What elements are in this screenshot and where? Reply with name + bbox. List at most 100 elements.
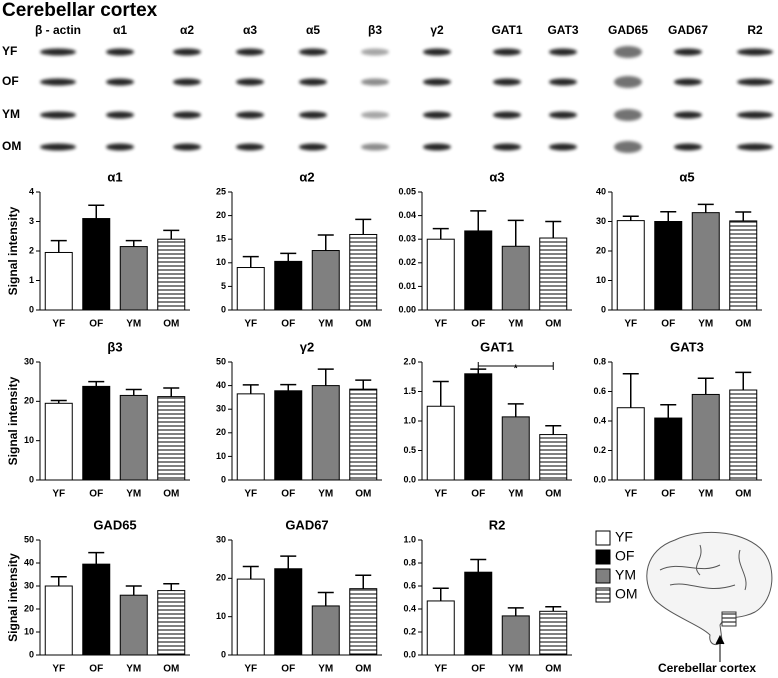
- bar: [426, 405, 455, 481]
- y-tick-label: 0.8: [403, 557, 416, 567]
- legend-swatch: [595, 530, 611, 546]
- y-tick-label: 40: [596, 186, 606, 196]
- blot-band: [737, 111, 773, 119]
- blot-column-label: GAT3: [547, 23, 578, 37]
- bar: [82, 385, 111, 481]
- blot-band: [40, 111, 76, 119]
- x-tick-label: OM: [545, 319, 561, 330]
- x-tick-label: YM: [318, 319, 333, 330]
- x-tick-label: OM: [355, 489, 371, 500]
- blot-band: [361, 143, 389, 151]
- blot-column-label: α3: [243, 23, 257, 37]
- blot-column-label: GAD67: [668, 23, 708, 37]
- brain-illustration: [646, 531, 773, 662]
- x-tick-label: YF: [434, 489, 447, 500]
- blot-band: [106, 78, 134, 86]
- y-tick-label: 1.0: [403, 415, 416, 425]
- y-tick-label: 0: [221, 474, 226, 484]
- x-tick-label: OF: [471, 489, 485, 500]
- blot-band: [40, 78, 76, 86]
- y-tick-label: 5: [221, 281, 226, 291]
- x-tick-label: YM: [126, 489, 141, 500]
- bar: [464, 230, 493, 311]
- blot-band: [299, 78, 327, 86]
- blot-column-label: γ2: [430, 23, 444, 37]
- y-tick-label: 30: [216, 404, 226, 414]
- blot-band: [493, 111, 521, 119]
- y-tick-label: 0.8: [593, 356, 606, 366]
- chart-title: α2: [299, 169, 314, 184]
- bar: [349, 388, 378, 481]
- y-tick-label: 0.0: [403, 474, 416, 484]
- y-tick-label: 0.01: [398, 281, 416, 291]
- bar: [349, 588, 378, 656]
- blot-band: [674, 111, 702, 119]
- x-tick-label: OM: [163, 489, 179, 500]
- x-tick-label: OF: [89, 489, 103, 500]
- x-tick-label: YF: [52, 489, 65, 500]
- legend-label: YF: [615, 529, 633, 545]
- y-tick-label: 40: [24, 557, 34, 567]
- x-tick-label: OM: [735, 489, 751, 500]
- bar: [616, 407, 645, 481]
- y-tick-label: 50: [216, 356, 226, 366]
- blot-band: [236, 48, 264, 56]
- bar: [82, 563, 111, 656]
- blot-band: [423, 143, 451, 151]
- bar: [501, 615, 530, 656]
- bar: [539, 237, 568, 311]
- bar: [616, 220, 645, 311]
- blot-band: [614, 76, 642, 88]
- x-tick-label: OM: [735, 319, 751, 330]
- blot-band: [236, 143, 264, 151]
- blot-row-label: OM: [2, 139, 21, 153]
- blot-band: [614, 109, 642, 121]
- x-tick-label: YM: [698, 319, 713, 330]
- bar: [311, 250, 340, 311]
- y-tick-label: 0.2: [403, 626, 416, 636]
- blot-band: [299, 48, 327, 56]
- blot-band: [423, 48, 451, 56]
- significance-bracket: [477, 362, 554, 370]
- y-tick-label: 0.0: [593, 474, 606, 484]
- x-tick-label: YF: [434, 664, 447, 675]
- blot-column-label: α5: [306, 23, 320, 37]
- y-tick-label: 0: [601, 304, 606, 314]
- chart-title: α5: [679, 169, 694, 184]
- blot-band: [106, 143, 134, 151]
- y-tick-label: 10: [596, 275, 606, 285]
- y-tick-label: 4: [29, 186, 34, 196]
- y-tick-label: 25: [216, 186, 226, 196]
- y-tick-label: 0.00: [398, 304, 416, 314]
- bar: [426, 238, 455, 311]
- chart-title: GAD65: [93, 517, 136, 532]
- x-tick-label: OM: [355, 664, 371, 675]
- blot-column-label: α1: [113, 23, 127, 37]
- blot-band: [614, 46, 642, 58]
- bar: [119, 394, 148, 481]
- bar: [311, 605, 340, 656]
- chart-title: GAT3: [670, 339, 704, 354]
- y-tick-label: 0.2: [593, 445, 606, 455]
- blot-band: [549, 78, 577, 86]
- y-tick-label: 0.05: [398, 186, 416, 196]
- bar: [44, 251, 73, 311]
- bar: [464, 373, 493, 481]
- y-tick-label: 10: [216, 257, 226, 267]
- blot-band: [674, 78, 702, 86]
- y-tick-label: 10: [24, 435, 34, 445]
- blot-band: [299, 143, 327, 151]
- x-tick-label: YF: [244, 664, 257, 675]
- y-tick-label: 30: [24, 356, 34, 366]
- blot-band: [549, 143, 577, 151]
- blot-band: [493, 48, 521, 56]
- blot-band: [423, 111, 451, 119]
- blot-band: [361, 48, 389, 56]
- blot-band: [493, 143, 521, 151]
- bar: [274, 568, 303, 656]
- y-tick-label: 30: [24, 580, 34, 590]
- legend-swatch: [595, 568, 611, 584]
- blot-band: [173, 78, 201, 86]
- x-tick-label: OF: [281, 319, 295, 330]
- blot-band: [106, 111, 134, 119]
